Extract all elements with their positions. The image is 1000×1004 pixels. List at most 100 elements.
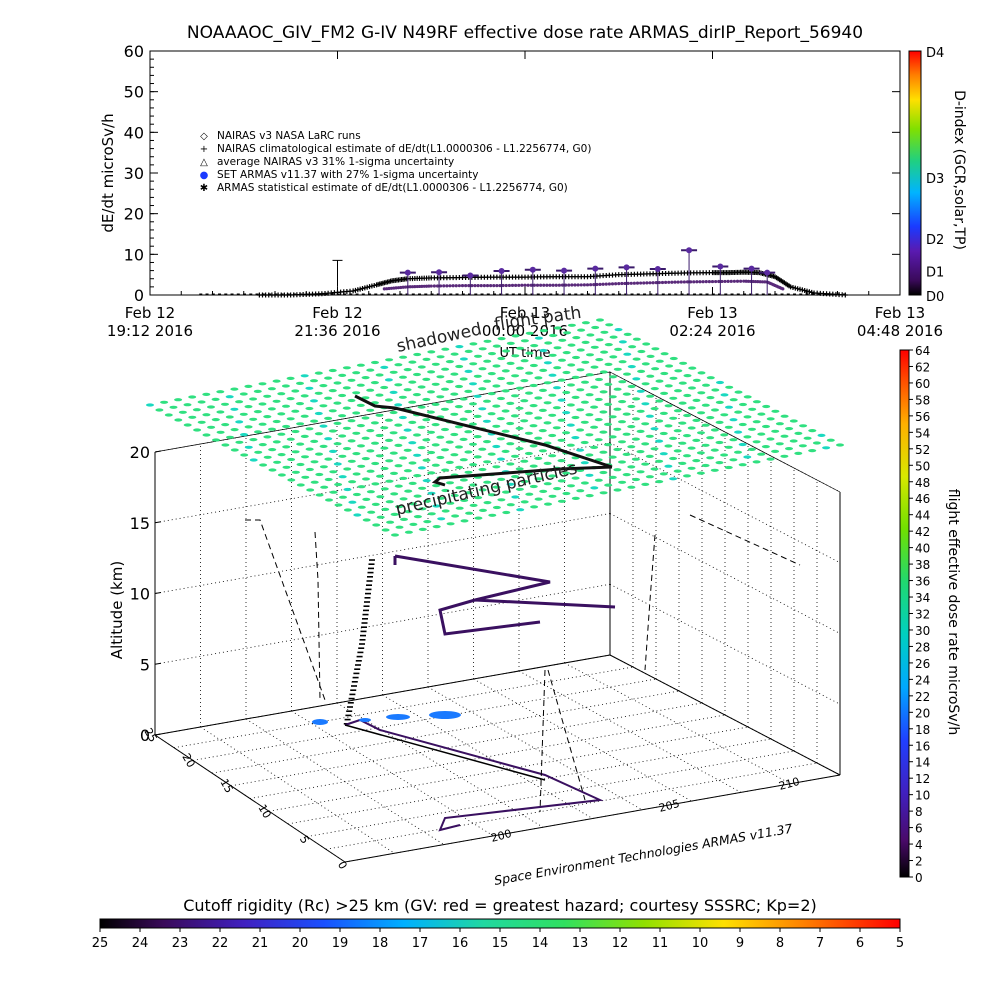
dose-sheet-cell <box>752 460 761 464</box>
dose-sheet-cell <box>650 407 659 411</box>
dose-sheet-cell <box>239 392 248 396</box>
dose-sheet-cell <box>348 500 357 504</box>
armas-stat-point <box>427 284 431 288</box>
dose-sheet-cell <box>679 361 688 365</box>
dose-sheet-cell <box>375 413 384 417</box>
dose-sheet-cell <box>361 376 370 380</box>
dose-sheet-cell <box>315 493 324 497</box>
armas-stat-point <box>607 282 611 286</box>
armas-stat-point <box>517 283 521 287</box>
dose-sheet-cell <box>590 365 599 369</box>
dose-sheet-cell <box>669 477 678 481</box>
dose-sheet-cell <box>525 351 534 355</box>
dose-sheet-cell <box>356 403 365 407</box>
nairas-clim-point <box>806 289 812 295</box>
dose-sheet-cell <box>775 442 784 446</box>
dose-sheet-cell <box>557 378 566 382</box>
armas-stat-point <box>654 281 658 285</box>
armas-stat-point <box>729 279 733 283</box>
dose-sheet-cell <box>627 445 636 449</box>
dose-sheet-cell <box>618 420 626 424</box>
dose-sheet-cell <box>497 337 506 341</box>
dose-sheet-cell <box>525 492 534 496</box>
dose-sheet-cell <box>734 390 743 394</box>
dose-sheet-cell <box>408 481 417 485</box>
dose-sheet-cell <box>664 384 673 388</box>
dose-sheet-cell <box>451 514 460 518</box>
dose-sheet-cell <box>534 336 543 340</box>
dose-sheet-cell <box>511 334 520 338</box>
dose-sheet-cell <box>394 464 403 468</box>
dose-sheet-cell <box>581 340 590 344</box>
dose-sheet-cell <box>552 406 561 410</box>
dose-sheet-cell <box>202 392 211 396</box>
dose-sheet-cell <box>384 378 393 382</box>
dose-sheet-cell <box>655 399 664 403</box>
dose-sheet-cell <box>263 415 272 419</box>
armas-stat-point <box>701 280 705 284</box>
credit-label: Space Environment Technologies ARMAS v11… <box>493 821 794 888</box>
armas-stat-point <box>532 283 536 287</box>
dose-sheet-cell <box>646 394 655 398</box>
flight-path-mid <box>393 554 616 636</box>
dose-sheet-cell <box>389 410 398 415</box>
dose-sheet-cell <box>446 522 455 526</box>
dose-sheet-cell <box>207 405 215 409</box>
armas-stat-point <box>595 282 599 287</box>
dose-tick-label: 14 <box>915 756 930 770</box>
top-y-tick-label: 10 <box>124 245 144 264</box>
dose-sheet-cell <box>650 447 659 451</box>
dose-sheet-cell <box>465 511 474 515</box>
dose-sheet-cell <box>427 350 436 354</box>
dose-sheet-cell <box>412 393 421 397</box>
dose-sheet-cell <box>328 429 337 433</box>
legend-entry: NAIRAS climatological estimate of dE/dt(… <box>217 143 591 155</box>
dose-sheet-cell <box>478 387 487 391</box>
dose-sheet-cell <box>516 346 525 350</box>
dose-sheet-cell <box>803 436 812 440</box>
dose-sheet-cell <box>263 394 272 398</box>
dose-sheet-cell <box>496 437 505 441</box>
dose-sheet-cell <box>808 429 817 433</box>
armas-stat-point <box>442 284 446 288</box>
dose-tick-label: 56 <box>915 410 930 424</box>
dose-sheet-cell <box>609 375 617 379</box>
rigidity-tick-label: 5 <box>896 936 904 951</box>
dose-sheet-cell <box>687 466 696 470</box>
dose-sheet-cell <box>715 440 724 445</box>
dose-patch <box>429 711 461 719</box>
dose-sheet-cell <box>655 439 664 443</box>
dose-sheet-cell <box>183 403 192 407</box>
dose-sheet-cell <box>525 331 534 335</box>
dose-sheet-cell <box>697 411 706 415</box>
dose-sheet-cell <box>492 444 501 449</box>
nairas-clim-point <box>809 289 815 295</box>
dose-sheet-cell <box>604 402 613 406</box>
dose-sheet-cell <box>548 413 557 417</box>
dose-sheet-cell <box>664 404 673 408</box>
dose-sheet-cell <box>441 468 450 472</box>
armas-stat-point <box>392 286 396 290</box>
dose-sheet-cell <box>660 371 669 376</box>
dose-sheet-cell <box>352 371 361 375</box>
dose-sheet-cell <box>553 487 562 491</box>
dose-sheet-cell <box>263 455 272 459</box>
dose-sheet-cell <box>748 427 756 431</box>
armas-stat-point <box>382 287 386 291</box>
dose-sheet-cell <box>660 352 669 356</box>
dose-sheet-cell <box>734 430 743 434</box>
dose-sheet-cell <box>473 435 482 439</box>
nairas-clim-point <box>797 286 803 292</box>
dose-sheet-cell <box>678 441 687 445</box>
dose-sheet-cell <box>445 360 454 364</box>
dose-sheet-cell <box>403 428 412 432</box>
dose-sheet-cell <box>409 502 417 506</box>
armas-point <box>748 265 755 272</box>
armas-point <box>686 247 693 254</box>
altitude-tick-mark <box>154 662 162 665</box>
armas-stat-point <box>639 281 643 285</box>
dose-sheet-cell <box>427 390 435 394</box>
dose-sheet-cell <box>608 395 617 399</box>
dose-sheet-cell <box>385 438 393 442</box>
dose-sheet-cell <box>576 368 585 372</box>
